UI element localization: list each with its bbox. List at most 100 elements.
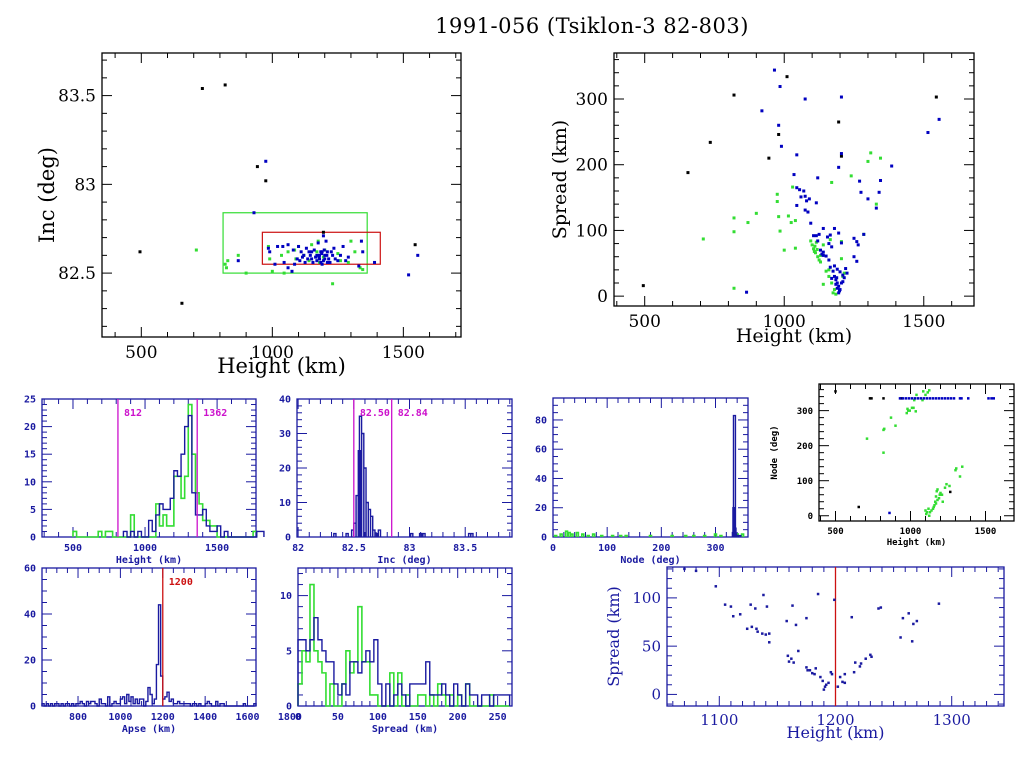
data-point-green xyxy=(732,230,736,234)
data-point-blue xyxy=(901,616,905,620)
data-point-green xyxy=(940,493,944,496)
data-point-blue xyxy=(987,397,990,400)
data-point-blue xyxy=(738,613,742,616)
data-point-green xyxy=(865,437,869,440)
data-point-green xyxy=(934,502,938,505)
data-point-green xyxy=(879,156,883,160)
data-point-blue xyxy=(323,253,327,257)
histogram-green xyxy=(553,530,745,537)
data-point-black xyxy=(138,250,142,254)
data-point-blue xyxy=(820,252,824,256)
x-tick-label: 1000 xyxy=(763,312,806,332)
x-tick-label: 500 xyxy=(125,343,157,363)
data-point-blue xyxy=(819,675,822,679)
data-point-green xyxy=(701,237,705,241)
data-point-blue xyxy=(236,259,240,263)
x-tick-label: 1500 xyxy=(902,312,945,332)
data-point-blue xyxy=(786,654,790,658)
data-point-blue xyxy=(931,397,935,400)
data-point-green xyxy=(315,250,319,254)
data-point-blue xyxy=(856,243,860,247)
data-point-green xyxy=(310,243,314,247)
data-point-blue xyxy=(754,607,757,610)
data-point-blue xyxy=(317,257,321,261)
y-tick-label: 40 xyxy=(535,474,547,485)
data-point-blue xyxy=(828,265,832,269)
data-point-blue xyxy=(839,152,843,156)
data-point-black xyxy=(255,165,259,169)
data-point-blue xyxy=(838,270,842,274)
y-tick-label: 15 xyxy=(24,450,36,461)
data-point-blue xyxy=(817,232,821,236)
data-point-green xyxy=(331,282,335,286)
y-tick-label: 40 xyxy=(24,610,36,621)
data-point-green xyxy=(336,252,340,256)
data-point-green xyxy=(280,253,283,257)
data-point-blue xyxy=(822,688,826,691)
data-point-blue xyxy=(792,661,795,664)
data-point-green xyxy=(266,244,270,248)
data-point-blue xyxy=(844,267,848,271)
data-point-blue xyxy=(320,250,324,254)
data-point-blue xyxy=(837,231,841,235)
data-point-blue xyxy=(837,165,841,169)
x-tick-label: 250 xyxy=(489,712,507,723)
data-point-blue xyxy=(835,276,839,280)
data-point-black xyxy=(223,83,227,87)
x-tick-label: 1400 xyxy=(193,712,217,723)
data-point-blue xyxy=(852,670,856,674)
data-point-green xyxy=(924,509,927,512)
data-point-green xyxy=(830,180,834,184)
data-point-green xyxy=(224,266,228,270)
data-point-blue xyxy=(841,680,844,684)
data-point-blue xyxy=(323,257,327,261)
data-point-green xyxy=(353,250,357,254)
data-point-blue xyxy=(772,68,776,72)
data-point-green xyxy=(926,391,929,394)
data-point-green xyxy=(832,288,836,292)
data-point-green xyxy=(928,389,931,392)
data-point-black xyxy=(868,397,872,400)
data-point-blue xyxy=(830,276,834,280)
data-point-blue xyxy=(299,250,303,254)
data-point-blue xyxy=(316,241,320,245)
data-point-black xyxy=(837,120,841,124)
data-point-blue xyxy=(317,255,321,259)
data-point-green xyxy=(839,257,843,261)
x-tick-label: 1800 xyxy=(278,712,302,723)
data-point-black xyxy=(949,490,952,494)
data-point-blue xyxy=(322,248,326,252)
data-point-blue xyxy=(830,672,834,676)
x-tick-label: 800 xyxy=(69,712,87,723)
data-point-green xyxy=(930,509,933,512)
data-point-green xyxy=(958,475,962,478)
x-axis-label: Spread (km) xyxy=(372,724,438,735)
data-point-blue xyxy=(336,259,340,263)
data-point-blue xyxy=(333,257,337,261)
data-point-blue xyxy=(937,602,941,605)
x-tick-label: 50 xyxy=(332,712,344,723)
data-point-blue xyxy=(870,655,873,659)
data-point-blue xyxy=(862,232,866,236)
data-point-green xyxy=(912,406,915,410)
data-point-blue xyxy=(359,239,363,243)
data-point-blue xyxy=(806,669,809,672)
x-tick-label: 0 xyxy=(295,712,301,723)
data-point-blue xyxy=(967,397,970,400)
x-tick-label: 1300 xyxy=(933,711,971,729)
data-point-green xyxy=(925,510,929,514)
data-point-green xyxy=(778,229,782,233)
data-point-blue xyxy=(915,619,919,623)
marker-label: 812 xyxy=(124,408,142,419)
data-point-green xyxy=(827,268,831,272)
data-point-blue xyxy=(357,264,361,268)
x-tick-label: 100 xyxy=(369,712,387,723)
plot-frame xyxy=(41,398,257,538)
data-point-blue xyxy=(310,257,314,261)
data-point-blue xyxy=(329,250,333,254)
data-point-blue xyxy=(812,234,816,238)
data-point-blue xyxy=(814,667,817,670)
data-point-blue xyxy=(325,250,329,254)
data-point-blue xyxy=(344,259,348,263)
